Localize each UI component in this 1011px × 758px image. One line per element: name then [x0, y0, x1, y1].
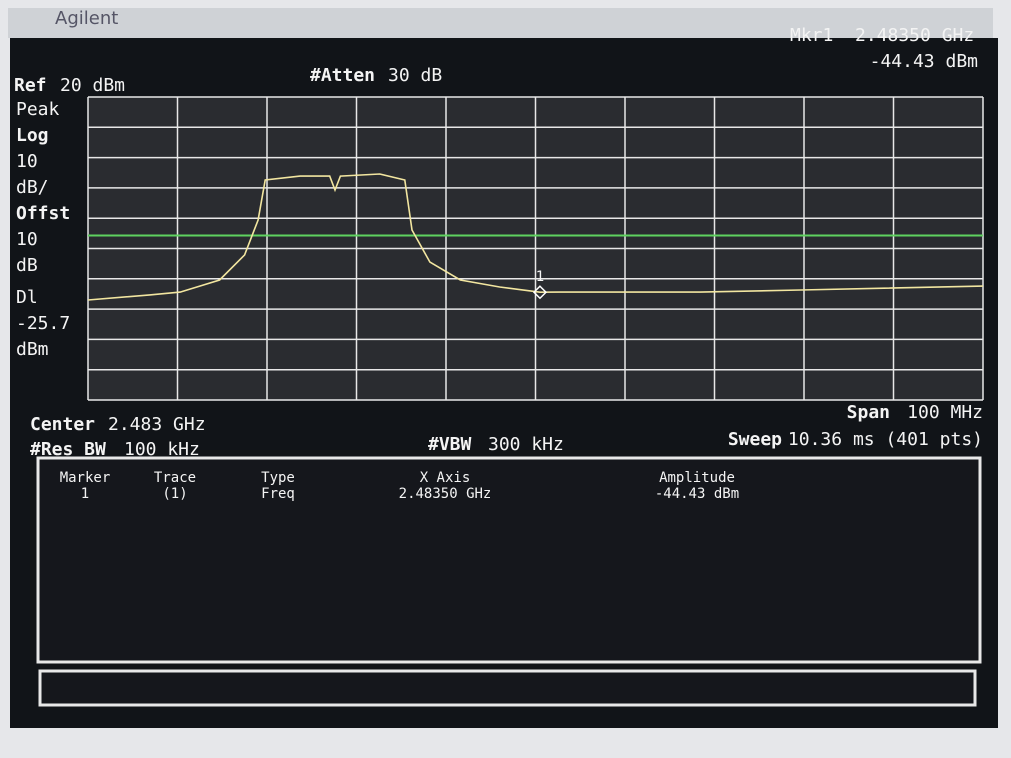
span-value: 100 MHz: [907, 402, 983, 423]
side-label: -25.7: [16, 313, 70, 334]
table-header: Amplitude: [659, 470, 735, 486]
side-label: 10: [16, 151, 38, 172]
marker-number: 1: [536, 269, 544, 285]
table-header: Trace: [154, 470, 196, 486]
sweep-key: Sweep: [728, 429, 782, 450]
table-cell: (1): [162, 486, 187, 502]
side-label: dBm: [16, 339, 49, 360]
table-cell: -44.43 dBm: [655, 486, 739, 502]
marker-label: Mkr1: [790, 25, 833, 46]
table-header: Type: [261, 470, 295, 486]
marker-table: [36, 456, 982, 664]
ref-value: 20 dBm: [60, 75, 125, 96]
vbw-key: #VBW: [428, 434, 472, 455]
brand: Agilent: [55, 8, 118, 29]
table-cell: 1: [81, 486, 89, 502]
table-header: Marker: [60, 470, 111, 486]
rbw-value: 100 kHz: [124, 439, 200, 460]
table-header: X Axis: [420, 470, 471, 486]
table-cell: Freq: [261, 486, 295, 502]
atten-value: 30 dB: [388, 65, 442, 86]
marker: [532, 285, 548, 300]
side-label: Dl: [16, 287, 38, 308]
ref-key: Ref: [14, 75, 47, 96]
side-label: Peak: [16, 99, 60, 120]
side-label: Log: [16, 125, 49, 146]
plot: 1: [87, 96, 984, 401]
center-key: Center: [30, 414, 95, 435]
trace: [87, 173, 984, 301]
side-label: dB/: [16, 177, 49, 198]
rbw-key: #Res BW: [30, 439, 106, 460]
atten-key: #Atten: [310, 65, 375, 86]
top-strip: [8, 8, 993, 38]
side-label: Offst: [16, 203, 70, 224]
side-label: dB: [16, 255, 38, 276]
table: Marker Trace Type X Axis Amplitude 1 (1) Freq 2.…: [60, 470, 739, 502]
span-key: Span: [847, 402, 890, 423]
vbw-value: 300 kHz: [488, 434, 564, 455]
center-value: 2.483 GHz: [108, 414, 206, 435]
left-labels: Peak Log 10 dB/Offst 10 dB Dl -25.7 dBm: [16, 99, 70, 360]
status-bar: [38, 669, 977, 707]
sweep-value: 10.36 ms (401 pts): [788, 429, 983, 450]
marker-frequency: 2.48350 GHz: [855, 25, 974, 46]
table-cell: 2.48350 GHz: [399, 486, 492, 502]
side-label: 10: [16, 229, 38, 250]
marker-amplitude: -44.43 dBm: [870, 51, 978, 72]
